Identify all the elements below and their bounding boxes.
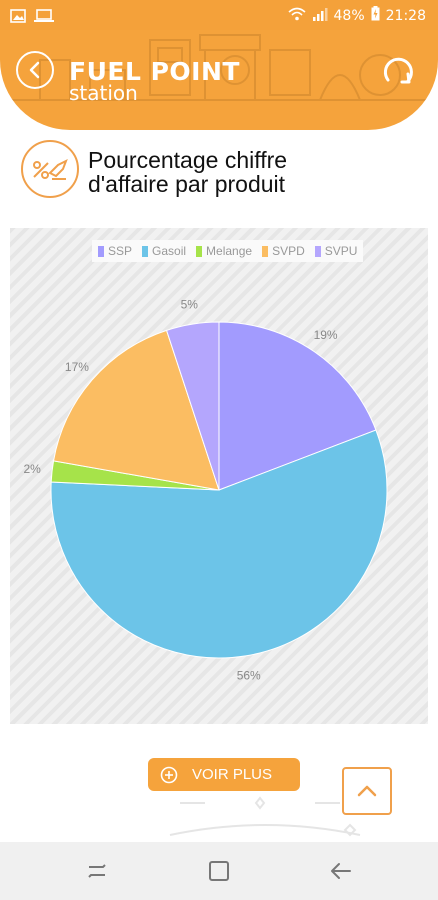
chevron-up-icon (357, 785, 377, 797)
revenue-percentage-icon (21, 140, 79, 198)
voir-plus-label: VOIR PLUS (192, 766, 273, 783)
scroll-top-button[interactable] (342, 767, 392, 815)
app-header: FUEL POINT station (0, 30, 438, 130)
legend-swatch (142, 245, 149, 257)
legend-swatch (314, 245, 321, 257)
app-title-block: FUEL POINT station (69, 57, 240, 105)
legend-item-melange: Melange (196, 244, 252, 258)
plus-circle-icon (160, 766, 178, 783)
section-title-line1: Pourcentage chiffre (88, 147, 288, 173)
chart-panel: 19% 56% 2% 17% 5% SSP Gasoil Melange SVPD SVPU (10, 228, 428, 724)
legend-label: SSP (108, 244, 133, 258)
image-icon (10, 8, 26, 27)
section-title-line2: d'affaire par produit (88, 171, 286, 197)
system-nav-bar (0, 842, 438, 900)
pie-slice-svpu[interactable] (165, 321, 220, 491)
legend-label: SVPU (324, 244, 358, 258)
app-subtitle: station (69, 81, 138, 105)
pie-label-svpu: 5% (181, 297, 199, 311)
legend-item-svpu: SVPU (314, 244, 358, 258)
app-title: FUEL POINT (69, 57, 240, 86)
pie-slice-ssp[interactable] (218, 321, 377, 491)
recent-apps-icon (88, 864, 106, 878)
legend-label: SVPD (272, 244, 305, 258)
legend-swatch (262, 245, 269, 257)
refresh-button[interactable] (378, 52, 418, 92)
legend-label: Melange (206, 244, 253, 258)
pie-slice-svpd[interactable] (52, 329, 220, 491)
pie-label-gasoil: 56% (237, 669, 261, 683)
status-bar: 48% 21:28 (0, 0, 438, 30)
home-icon (209, 861, 229, 881)
legend-swatch (196, 245, 203, 257)
pie-label-melange: 2% (23, 462, 41, 476)
battery-percent: 48% (333, 7, 365, 24)
clock: 21:28 (385, 7, 426, 24)
wifi-icon (287, 7, 306, 25)
legend-item-ssp: SSP (98, 244, 132, 258)
pie-label-svpd: 17% (65, 360, 89, 374)
voir-plus-button[interactable]: VOIR PLUS (148, 758, 300, 791)
footer-decoration-icon (169, 796, 361, 837)
legend-swatch (98, 245, 104, 257)
signal-icon (312, 7, 328, 25)
arrow-left-icon (331, 863, 351, 879)
system-back-button[interactable] (326, 856, 356, 886)
back-button[interactable] (16, 51, 54, 89)
recent-apps-button[interactable] (82, 856, 112, 886)
legend-item-svpd: SVPD (262, 244, 305, 258)
chart-legend: SSP Gasoil Melange SVPD SVPU (92, 240, 364, 262)
home-button[interactable] (204, 856, 234, 886)
legend-item-gasoil: Gasoil (142, 244, 186, 258)
pie-slice-gasoil[interactable] (50, 429, 388, 659)
battery-charging-icon (371, 6, 380, 25)
laptop-icon (34, 8, 54, 27)
legend-label: Gasoil (152, 244, 187, 258)
refresh-icon (383, 57, 413, 84)
pie-label-ssp: 19% (314, 328, 338, 342)
revenue-pie-chart: 19% 56% 2% 17% 5% (23, 297, 388, 683)
section-title: Pourcentage chiffre d'affaire par produi… (88, 148, 287, 196)
chevron-left-icon (29, 61, 40, 79)
